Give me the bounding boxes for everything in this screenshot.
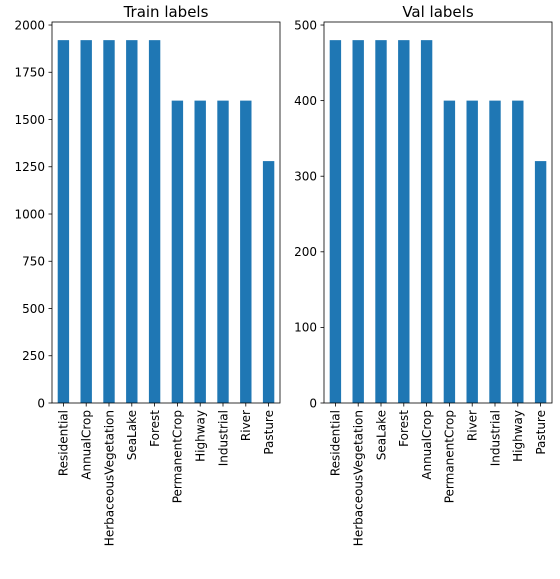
y-tick-label: 0 <box>309 396 317 410</box>
y-tick-label: 500 <box>22 302 45 316</box>
bar-train-6 <box>194 100 206 404</box>
bar-val-6 <box>466 100 478 404</box>
x-tick-label: River <box>466 410 480 441</box>
x-tick-label: Highway <box>511 410 525 462</box>
x-tick-label: Pasture <box>262 410 276 455</box>
x-tick-label: AnnualCrop <box>420 410 434 480</box>
bar-val-0 <box>329 40 342 403</box>
x-tick-label: Pasture <box>534 410 548 455</box>
x-tick-label: Industrial <box>488 410 502 466</box>
y-tick-label: 400 <box>294 94 317 108</box>
bar-val-1 <box>352 40 364 403</box>
x-tick-label: Residential <box>329 410 343 476</box>
bar-val-8 <box>512 100 524 404</box>
bar-train-4 <box>148 40 161 403</box>
bar-train-1 <box>80 40 92 403</box>
y-tick-label: 300 <box>294 170 317 184</box>
axes-frame <box>323 21 553 404</box>
bar-val-5 <box>443 100 456 404</box>
y-tick-label: 1000 <box>14 207 45 221</box>
x-tick-label: Residential <box>57 410 71 476</box>
bar-val-9 <box>534 161 547 403</box>
bar-val-7 <box>489 100 501 404</box>
y-tick-label: 1750 <box>14 66 45 80</box>
bar-train-9 <box>262 161 275 403</box>
y-tick-label: 2000 <box>14 18 45 32</box>
y-tick-label: 200 <box>294 245 317 259</box>
y-tick-label: 100 <box>294 321 317 335</box>
bar-train-3 <box>126 40 138 403</box>
x-tick-label: SeaLake <box>125 410 139 460</box>
bar-val-4 <box>420 40 433 403</box>
x-tick-label: Highway <box>194 410 208 462</box>
y-tick-label: 1500 <box>14 113 45 127</box>
bar-train-0 <box>57 40 70 403</box>
bar-train-5 <box>171 100 184 404</box>
x-tick-label: Industrial <box>216 410 230 466</box>
y-tick-label: 0 <box>37 396 45 410</box>
x-tick-label: Forest <box>148 410 162 447</box>
y-tick-label: 250 <box>22 349 45 363</box>
x-tick-label: SeaLake <box>374 410 388 460</box>
x-tick-label: PermanentCrop <box>443 410 457 503</box>
bar-val-2 <box>375 40 387 403</box>
axes-frame <box>51 21 281 404</box>
y-tick-label: 750 <box>22 255 45 269</box>
x-tick-label: Forest <box>397 410 411 447</box>
y-tick-label: 500 <box>294 18 317 32</box>
x-tick-label: PermanentCrop <box>171 410 185 503</box>
x-tick-label: AnnualCrop <box>80 410 94 480</box>
chart-title: Val labels <box>402 3 474 21</box>
x-tick-label: HerbaceousVegetation <box>352 410 366 546</box>
bar-train-7 <box>217 100 229 404</box>
chart-title: Train labels <box>123 3 209 21</box>
x-tick-label: River <box>239 410 253 441</box>
train-labels-chart: 0 250 500 750 1000 1250 1500 1750 2000 Residentia… <box>14 3 281 546</box>
bar-val-3 <box>398 40 410 403</box>
y-tick-label: 1250 <box>14 160 45 174</box>
bar-train-2 <box>103 40 115 403</box>
bar-train-8 <box>240 100 252 404</box>
x-tick-label: HerbaceousVegetation <box>102 410 116 546</box>
val-labels-chart: 0 100 200 300 400 500 Residential HerbaceousVeg… <box>294 3 553 546</box>
